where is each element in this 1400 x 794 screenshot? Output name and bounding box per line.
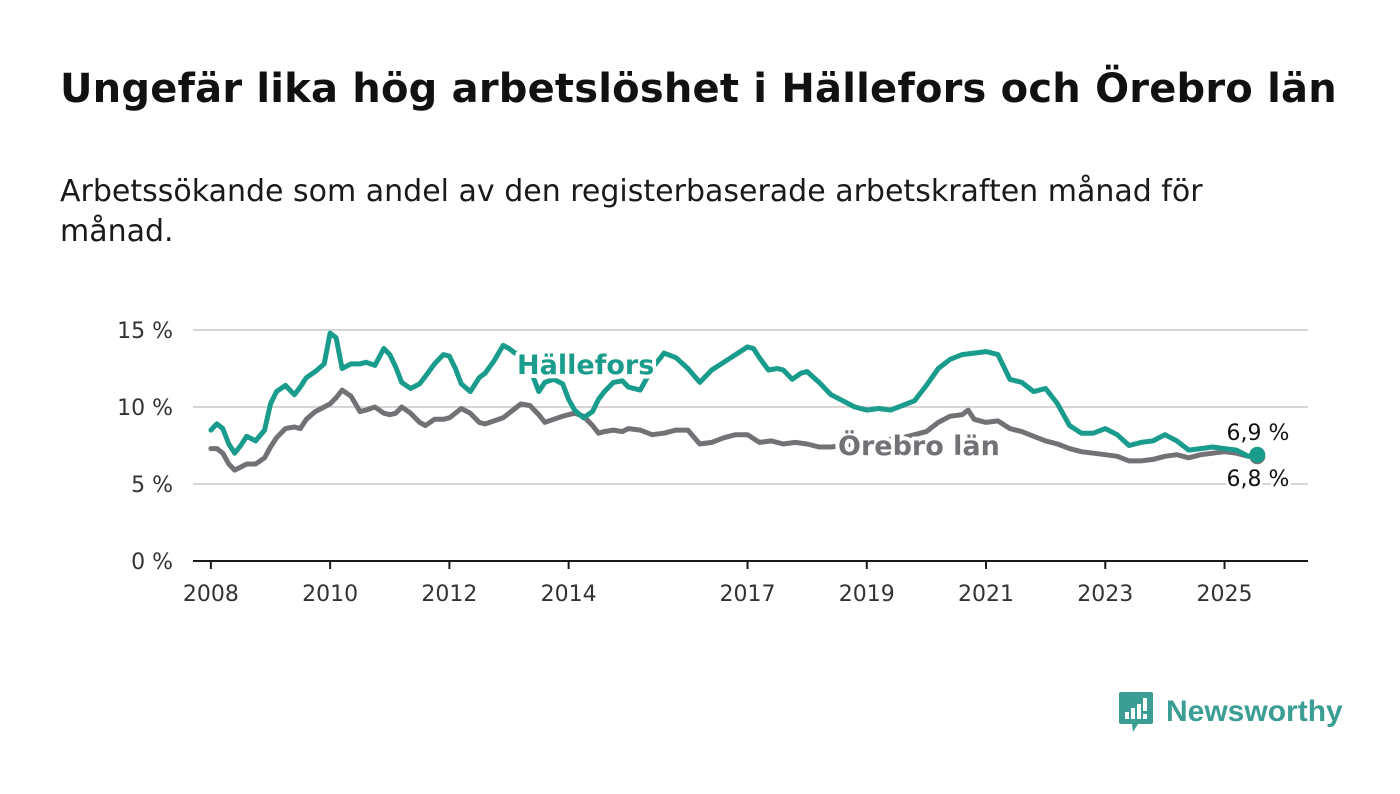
end-value-label-hallefors: 6,9 %: [1227, 421, 1290, 446]
x-tick-label: 2021: [958, 582, 1014, 607]
x-tick-label: 2023: [1077, 582, 1133, 607]
x-tick-label: 2008: [183, 582, 239, 607]
x-tick-label: 2012: [421, 582, 477, 607]
end-value-halo: 6,8 %: [1227, 467, 1290, 492]
x-tick-label: 2025: [1197, 582, 1253, 607]
y-tick-label: 5 %: [131, 473, 173, 498]
series-label-orebro-lan: Örebro län: [838, 429, 1000, 462]
series-lines: [208, 330, 1266, 473]
y-tick-label: 10 %: [117, 396, 173, 421]
series-label-halo: Hällefors: [517, 350, 654, 381]
brand-name: Newsworthy: [1166, 695, 1343, 728]
x-tick-label: 2010: [302, 582, 358, 607]
chart-subtitle: Arbetssökande som andel av den registerb…: [60, 174, 1203, 249]
y-tick-label: 15 %: [117, 319, 173, 344]
x-tick-label: 2019: [839, 582, 895, 607]
x-tick-label: 2014: [541, 582, 597, 607]
y-axis-ticks: 0 % 5 % 10 % 15 %: [117, 319, 173, 575]
series-label-hallefors: Hällefors: [517, 350, 654, 381]
chart-title: Ungefär lika hög arbetslöshet i Hällefor…: [60, 66, 1337, 112]
x-axis-ticks: 2008 2010 2012 2014 2017 2019 2021 2023 2025: [183, 561, 1253, 607]
end-value-label-orebro-lan: 6,8 %: [1227, 467, 1290, 492]
series-line-orebro-lan: [208, 387, 1260, 473]
brand-logo: Newsworthy: [1118, 690, 1343, 734]
series-end-point-hallefors: [1249, 446, 1266, 463]
x-tick-label: 2017: [720, 582, 776, 607]
newsworthy-logo-icon: [1119, 692, 1153, 732]
series-line-hallefors: [208, 330, 1260, 459]
y-tick-label: 0 %: [131, 550, 173, 575]
series-label-halo: Örebro län: [838, 429, 1000, 462]
end-value-halo: 6,9 %: [1227, 421, 1290, 446]
